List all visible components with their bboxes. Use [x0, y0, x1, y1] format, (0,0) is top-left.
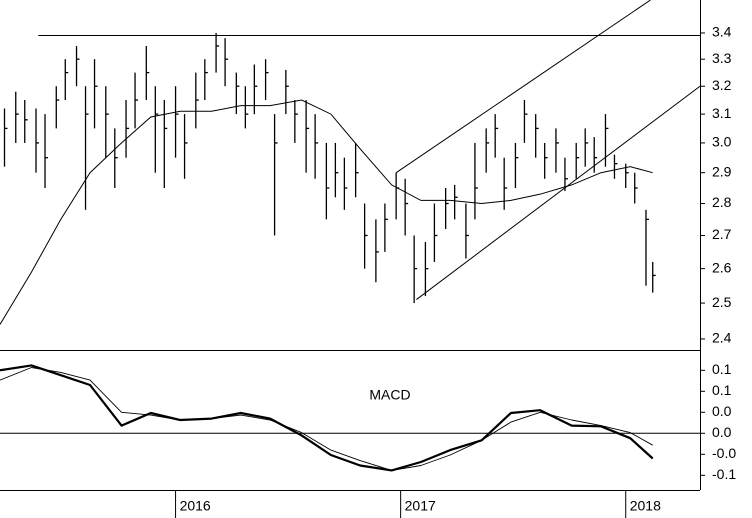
macd-line: [0, 367, 653, 471]
y-tick-label: -0.0: [712, 445, 736, 461]
y-tick-label: 2.8: [712, 194, 732, 210]
y-tick-label: 0.0: [712, 424, 732, 440]
moving-average: [0, 99, 653, 325]
trendline: [416, 85, 701, 300]
y-tick-label: 2.5: [712, 294, 732, 310]
macd-label: MACD: [369, 387, 410, 403]
y-tick-label: 0.1: [712, 361, 732, 377]
x-tick-label: 2018: [630, 498, 661, 514]
y-tick-label: 2.9: [712, 163, 732, 179]
y-tick-label: 3.3: [712, 50, 732, 66]
y-tick-label: 2.4: [712, 330, 732, 346]
y-tick-label: 3.0: [712, 134, 732, 150]
y-tick-label: 3.2: [712, 77, 732, 93]
trendline: [395, 0, 651, 174]
y-tick-label: 2.7: [712, 226, 732, 242]
x-tick-label: 2016: [180, 498, 211, 514]
y-tick-label: 3.4: [712, 24, 732, 40]
y-tick-label: 0.0: [712, 403, 732, 419]
y-tick-label: 2.6: [712, 259, 732, 275]
y-tick-label: -0.1: [712, 466, 736, 482]
x-tick-label: 2017: [405, 498, 436, 514]
macd-line: [0, 364, 654, 472]
y-tick-label: 3.1: [712, 105, 732, 121]
y-tick-label: 0.1: [712, 382, 732, 398]
